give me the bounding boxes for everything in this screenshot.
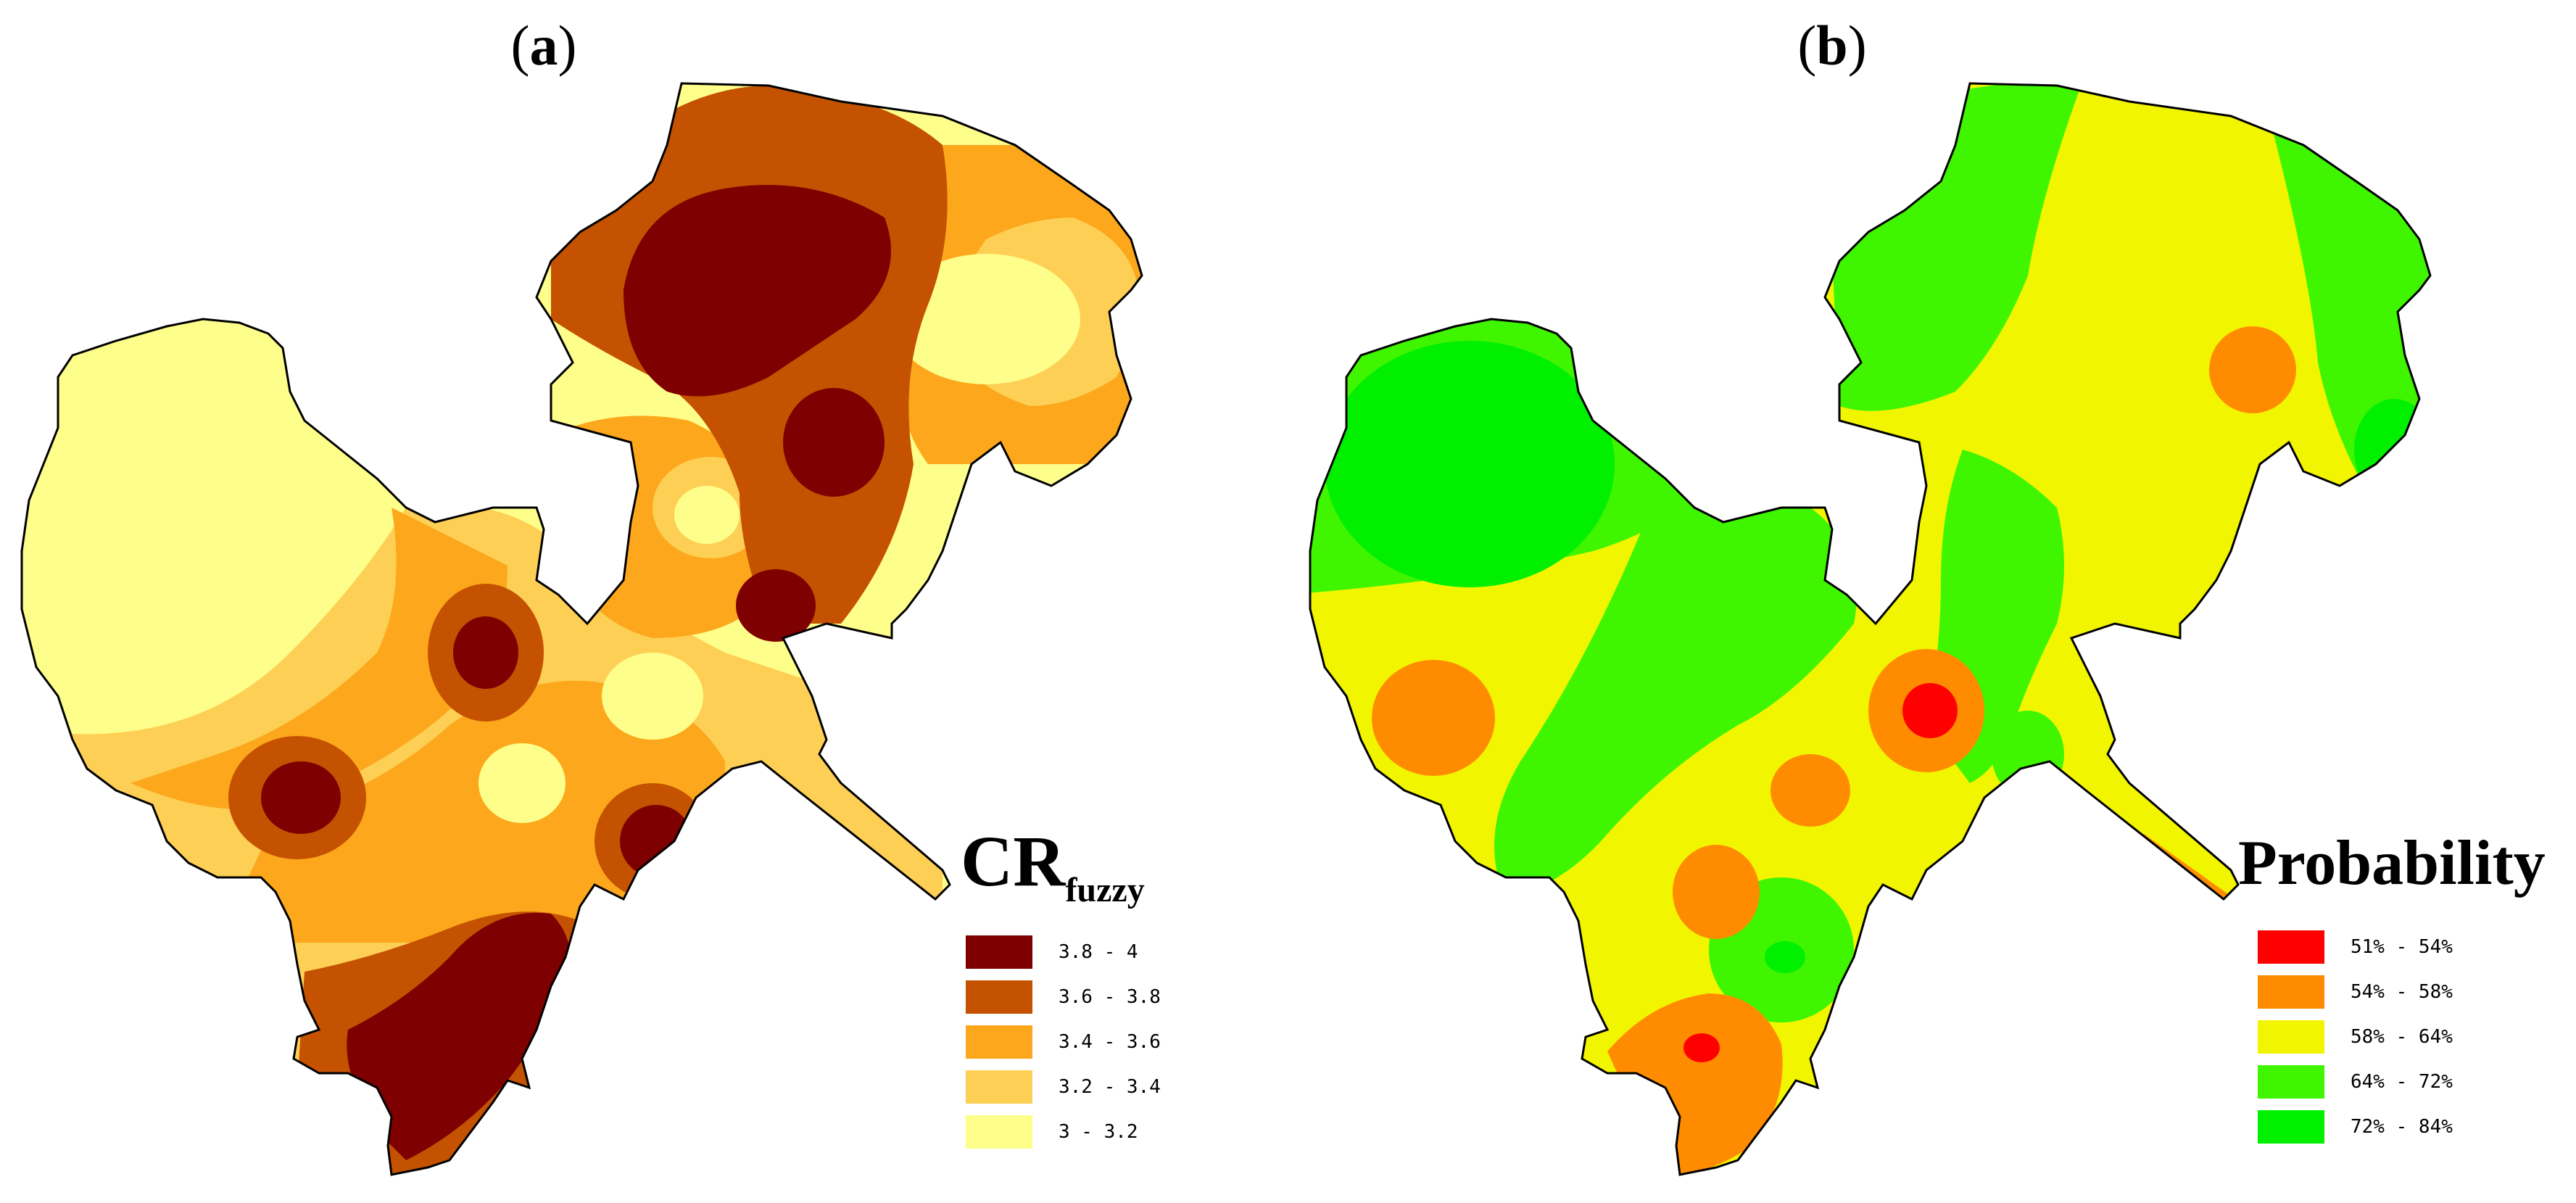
legend-swatch (2258, 1065, 2324, 1099)
legend-swatch (2258, 930, 2324, 964)
legend-title-b: Probability (2238, 828, 2546, 898)
cr-fuzzy-map (20, 82, 1143, 1176)
map-panel-a: (a) (20, 14, 1161, 1176)
legend-item: 72% - 84% (2258, 1104, 2453, 1149)
legend-b: 51% - 54% 54% - 58% 58% - 64% 64% - 72% … (2258, 925, 2453, 1149)
legend-item: 64% - 72% (2258, 1059, 2453, 1104)
legend-swatch (966, 980, 1032, 1014)
legend-item: 51% - 54% (2258, 925, 2453, 970)
legend-swatch (2258, 975, 2324, 1009)
probability-map (1309, 82, 2432, 1176)
legend-title-a: CRfuzzy (961, 821, 1145, 909)
legend-item: 3.6 - 3.8 (966, 975, 1161, 1020)
legend-swatch (966, 935, 1032, 969)
legend-item: 3.4 - 3.6 (966, 1020, 1161, 1064)
legend-item: 54% - 58% (2258, 970, 2453, 1014)
legend-item: 3.8 - 4 (966, 930, 1161, 975)
panel-label-b: (b) (1797, 14, 1867, 77)
legend-swatch (966, 1025, 1032, 1059)
legend-a: 3.8 - 4 3.6 - 3.8 3.4 - 3.6 3.2 - 3.4 3 … (966, 930, 1161, 1154)
legend-item: 58% - 64% (2258, 1014, 2453, 1059)
map-panel-b: (b) (1288, 0, 2576, 1203)
legend-swatch (2258, 1110, 2324, 1144)
panel-label-a: (a) (510, 14, 577, 77)
legend-swatch (2258, 1020, 2324, 1054)
legend-item: 3 - 3.2 (966, 1109, 1161, 1154)
legend-swatch (966, 1115, 1032, 1149)
legend-swatch (966, 1070, 1032, 1104)
legend-item: 3.2 - 3.4 (966, 1064, 1161, 1109)
